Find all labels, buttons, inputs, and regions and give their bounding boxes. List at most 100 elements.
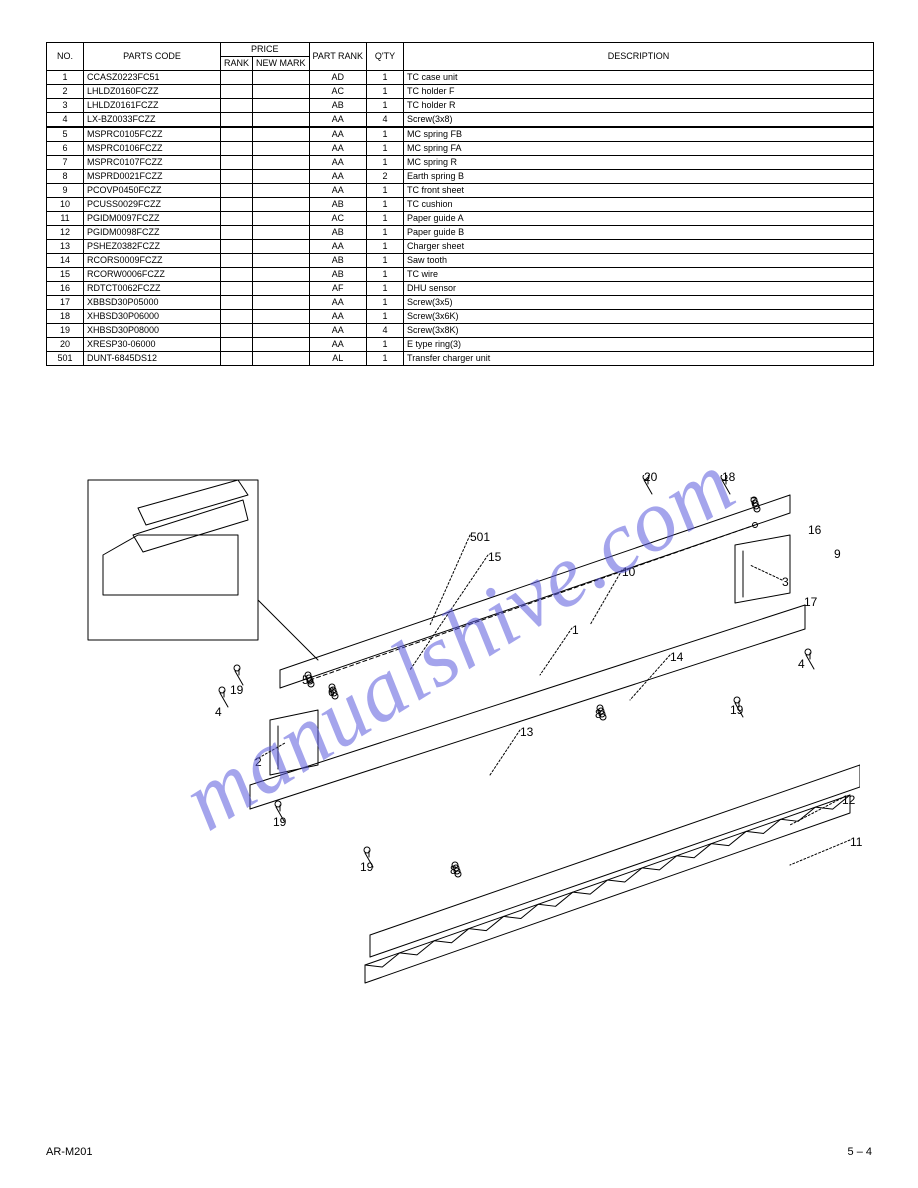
table-row: 7MSPRC0107FCZZAA1MC spring R: [47, 156, 874, 170]
table-row: 13PSHEZ0382FCZZAA1Charger sheet: [47, 240, 874, 254]
cell: 1: [367, 71, 404, 85]
callout: 7: [750, 495, 757, 509]
th-partrank: PART RANK: [309, 43, 367, 71]
cell: [221, 127, 253, 142]
cell: [253, 113, 310, 128]
table-row: 1CCASZ0223FC51AD1TC case unit: [47, 71, 874, 85]
callout: 4: [798, 657, 805, 671]
cell: 15: [47, 268, 84, 282]
cell: Screw(3x8): [404, 113, 874, 128]
cell: DHU sensor: [404, 282, 874, 296]
cell: XRESP30-06000: [84, 338, 221, 352]
table-row: 15RCORW0006FCZZAB1TC wire: [47, 268, 874, 282]
cell: [253, 198, 310, 212]
cell: Screw(3x8K): [404, 324, 874, 338]
cell: [221, 240, 253, 254]
cell: [253, 296, 310, 310]
cell: AA: [309, 324, 367, 338]
cell: AB: [309, 198, 367, 212]
cell: XBBSD30P05000: [84, 296, 221, 310]
parts-table-body: 1CCASZ0223FC51AD1TC case unit2LHLDZ0160F…: [47, 71, 874, 366]
cell: TC holder R: [404, 99, 874, 113]
cell: [221, 170, 253, 184]
callout: 10: [622, 565, 635, 579]
callout: 13: [520, 725, 533, 739]
cell: MSPRC0107FCZZ: [84, 156, 221, 170]
table-row: 17XBBSD30P05000AA1Screw(3x5): [47, 296, 874, 310]
cell: [221, 352, 253, 366]
cell: 12: [47, 226, 84, 240]
cell: 4: [367, 113, 404, 128]
th-part: PARTS CODE: [84, 43, 221, 71]
cell: [253, 240, 310, 254]
cell: 13: [47, 240, 84, 254]
cell: MC spring FA: [404, 142, 874, 156]
cell: 1: [367, 85, 404, 99]
cell: PGIDM0097FCZZ: [84, 212, 221, 226]
callout: 3: [782, 575, 789, 589]
cell: 1: [367, 99, 404, 113]
cell: XHBSD30P06000: [84, 310, 221, 324]
cell: AD: [309, 71, 367, 85]
cell: TC front sheet: [404, 184, 874, 198]
cell: PGIDM0098FCZZ: [84, 226, 221, 240]
table-row: 8MSPRD0021FCZZAA2Earth spring B: [47, 170, 874, 184]
footer-page: 5 – 4: [848, 1146, 872, 1158]
th-desc: DESCRIPTION: [404, 43, 874, 71]
cell: RCORS0009FCZZ: [84, 254, 221, 268]
cell: AB: [309, 254, 367, 268]
th-qty: Q'TY: [367, 43, 404, 71]
cell: Screw(3x6K): [404, 310, 874, 324]
cell: 10: [47, 198, 84, 212]
cell: [221, 184, 253, 198]
cell: 7: [47, 156, 84, 170]
callout: 19: [360, 860, 373, 874]
callout: 19: [273, 815, 286, 829]
cell: [253, 156, 310, 170]
cell: MSPRD0021FCZZ: [84, 170, 221, 184]
cell: [253, 338, 310, 352]
table-row: 10PCUSS0029FCZZAB1TC cushion: [47, 198, 874, 212]
cell: 1: [367, 212, 404, 226]
cell: [253, 71, 310, 85]
cell: [221, 338, 253, 352]
callout: 15: [488, 550, 501, 564]
table-row: 11PGIDM0097FCZZAC1Paper guide A: [47, 212, 874, 226]
cell: 1: [367, 198, 404, 212]
cell: LHLDZ0161FCZZ: [84, 99, 221, 113]
cell: 5: [47, 127, 84, 142]
cell: Paper guide A: [404, 212, 874, 226]
cell: [221, 254, 253, 268]
parts-table-head: NO. PARTS CODE PRICE PART RANK Q'TY DESC…: [47, 43, 874, 71]
cell: 1: [47, 71, 84, 85]
cell: 16: [47, 282, 84, 296]
cell: 11: [47, 212, 84, 226]
cell: [221, 71, 253, 85]
cell: [221, 156, 253, 170]
cell: TC cushion: [404, 198, 874, 212]
cell: 501: [47, 352, 84, 366]
footer-model: AR-M201: [46, 1146, 92, 1158]
cell: 4: [367, 324, 404, 338]
cell: PSHEZ0382FCZZ: [84, 240, 221, 254]
table-row: 9PCOVP0450FCZZAA1TC front sheet: [47, 184, 874, 198]
cell: TC case unit: [404, 71, 874, 85]
cell: 14: [47, 254, 84, 268]
cell: AA: [309, 338, 367, 352]
table-row: 18XHBSD30P06000AA1Screw(3x6K): [47, 310, 874, 324]
cell: [253, 324, 310, 338]
cell: Saw tooth: [404, 254, 874, 268]
table-row: 12PGIDM0098FCZZAB1Paper guide B: [47, 226, 874, 240]
cell: XHBSD30P08000: [84, 324, 221, 338]
table-row: 6MSPRC0106FCZZAA1MC spring FA: [47, 142, 874, 156]
cell: LX-BZ0033FCZZ: [84, 113, 221, 128]
table-row: 501DUNT-6845DS12AL1Transfer charger unit: [47, 352, 874, 366]
cell: 2: [47, 85, 84, 99]
th-new: NEW MARK: [253, 57, 310, 71]
cell: 19: [47, 324, 84, 338]
table-row: 5MSPRC0105FCZZAA1MC spring FB: [47, 127, 874, 142]
cell: AA: [309, 127, 367, 142]
cell: [253, 268, 310, 282]
cell: RDTCT0062FCZZ: [84, 282, 221, 296]
table-row: 2LHLDZ0160FCZZAC1TC holder F: [47, 85, 874, 99]
